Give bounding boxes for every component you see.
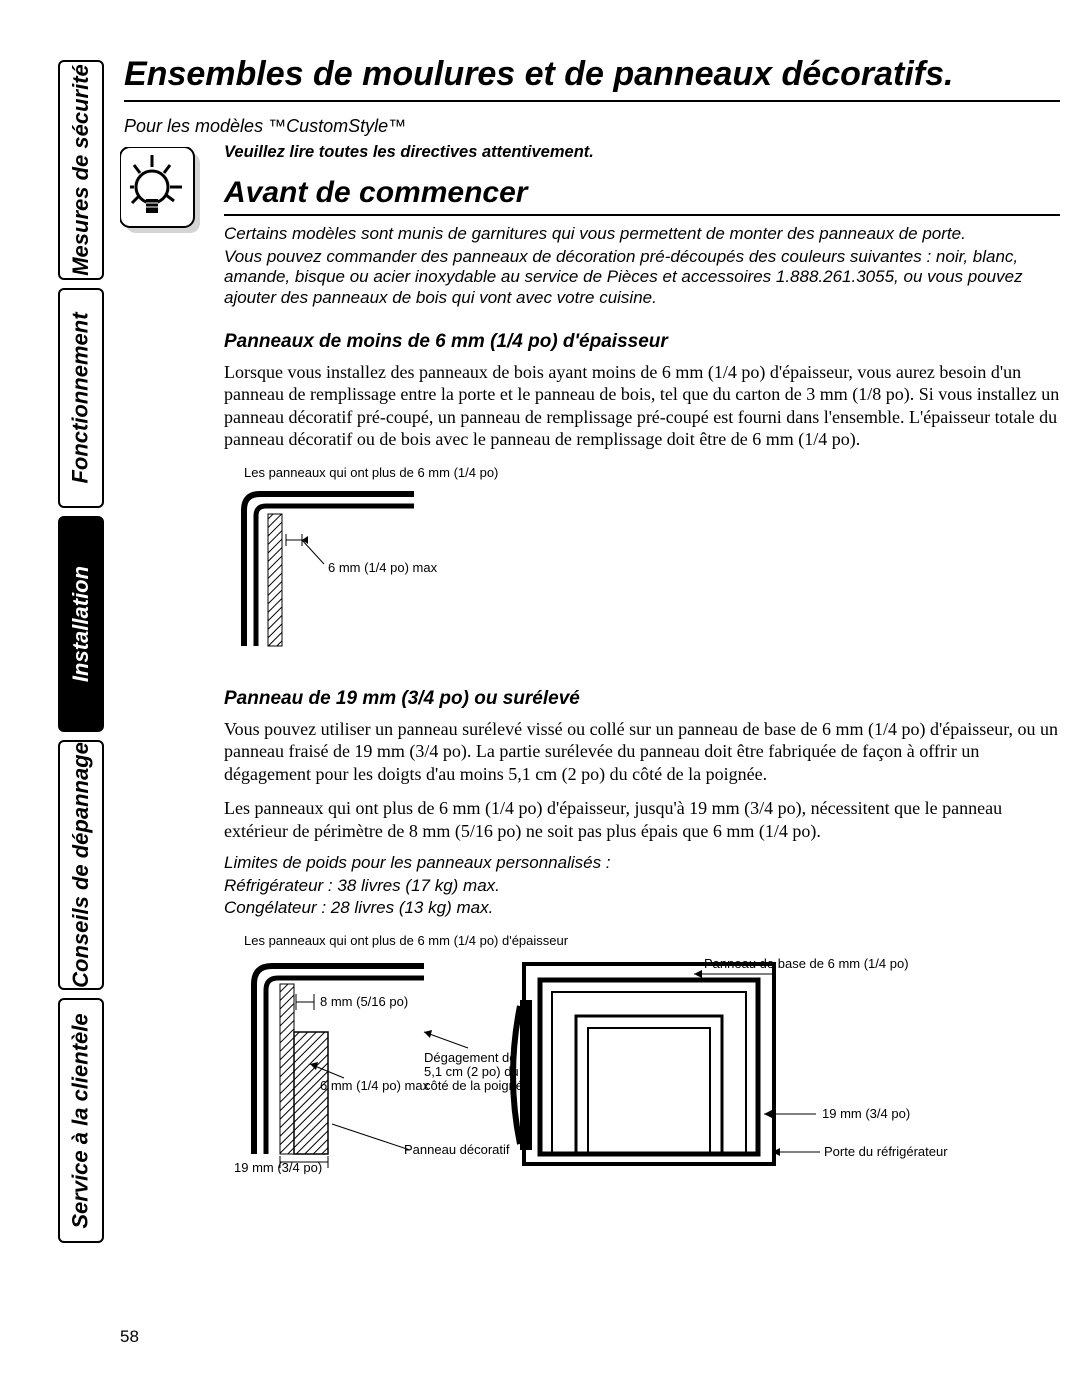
- section-heading: Avant de commencer: [224, 176, 1060, 216]
- d2-decor: Panneau décoratif: [404, 1142, 510, 1157]
- tab-fonctionnement[interactable]: Fonctionnement: [58, 288, 104, 508]
- weight-line1: Limites de poids pour les panneaux perso…: [224, 852, 1060, 874]
- model-line: Pour les modèles ™CustomStyle™: [124, 116, 1060, 137]
- diagram1-svg: 6 mm (1/4 po) max: [224, 486, 524, 661]
- page-title: Ensembles de moulures et de panneaux déc…: [124, 55, 1060, 102]
- tab-depannage[interactable]: Conseils de dépannage: [58, 740, 104, 990]
- tab-label: Installation: [68, 566, 94, 682]
- sub2-body2: Les panneaux qui ont plus de 6 mm (1/4 p…: [224, 797, 1060, 842]
- page-number: 58: [120, 1327, 139, 1347]
- diagram2-caption: Les panneaux qui ont plus de 6 mm (1/4 p…: [244, 933, 1060, 948]
- d2-8mm: 8 mm (5/16 po): [320, 994, 408, 1009]
- weight-line2: Réfrigérateur : 38 livres (17 kg) max.: [224, 875, 1060, 897]
- d2-clear2: 5,1 cm (2 po) du: [424, 1064, 519, 1079]
- sub1-body: Lorsque vous installez des panneaux de b…: [224, 361, 1060, 451]
- intro-line1: Certains modèles sont munis de garniture…: [224, 224, 1060, 245]
- diagram1-caption: Les panneaux qui ont plus de 6 mm (1/4 p…: [244, 465, 1060, 480]
- tab-label: Service à la clientèle: [68, 1013, 94, 1228]
- diagram2-svg: 8 mm (5/16 po) 6 mm (1/4 po) max 19 mm (…: [224, 954, 1044, 1174]
- tab-service[interactable]: Service à la clientèle: [58, 998, 104, 1243]
- tab-securite[interactable]: Mesures de sécurité: [58, 60, 104, 280]
- intro-rest: Vous pouvez commander des panneaux de dé…: [224, 247, 1060, 309]
- side-tabs: Mesures de sécurité Fonctionnement Insta…: [58, 60, 106, 1220]
- tab-label: Fonctionnement: [68, 312, 94, 483]
- weight-line3: Congélateur : 28 livres (13 kg) max.: [224, 897, 1060, 919]
- d2-19mm-l: 19 mm (3/4 po): [234, 1160, 322, 1174]
- d2-base: Panneau de base de 6 mm (1/4 po): [704, 956, 909, 971]
- content-area: Ensembles de moulures et de panneaux déc…: [120, 55, 1060, 1179]
- d2-door: Porte du réfrigérateur: [824, 1144, 948, 1159]
- d2-6mm: 6 mm (1/4 po) max: [320, 1078, 430, 1093]
- diagram-2: Les panneaux qui ont plus de 6 mm (1/4 p…: [224, 933, 1060, 1179]
- d2-clear1: Dégagement de: [424, 1050, 517, 1065]
- tab-installation[interactable]: Installation: [58, 516, 104, 732]
- sub2-heading: Panneau de 19 mm (3/4 po) ou surélevé: [224, 688, 1060, 710]
- d2-19mm-r: 19 mm (3/4 po): [822, 1106, 910, 1121]
- diagram-1: Les panneaux qui ont plus de 6 mm (1/4 p…: [224, 465, 1060, 666]
- lightbulb-icon: [120, 147, 206, 244]
- tab-label: Mesures de sécurité: [68, 64, 94, 276]
- tab-label: Conseils de dépannage: [68, 742, 94, 988]
- sub1-heading: Panneaux de moins de 6 mm (1/4 po) d'épa…: [224, 331, 1060, 353]
- sub2-body1: Vous pouvez utiliser un panneau surélevé…: [224, 718, 1060, 786]
- weight-limits: Limites de poids pour les panneaux perso…: [224, 852, 1060, 918]
- read-directive: Veuillez lire toutes les directives atte…: [224, 143, 1060, 162]
- diagram1-label-max: 6 mm (1/4 po) max: [328, 560, 438, 575]
